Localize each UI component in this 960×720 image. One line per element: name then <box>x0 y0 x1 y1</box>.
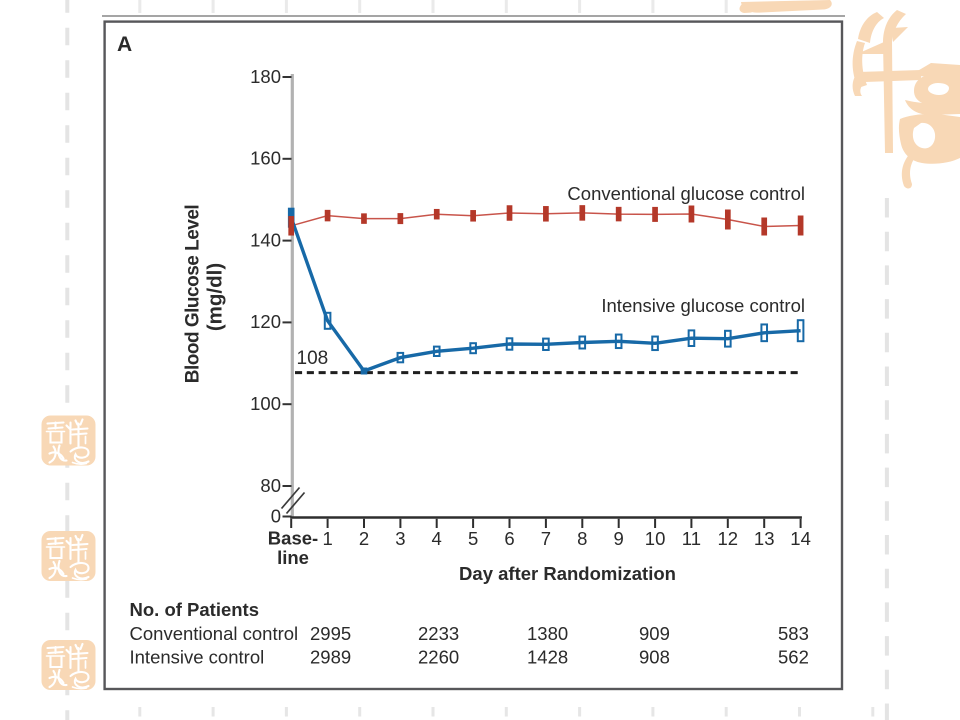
svg-text:(mg/dl): (mg/dl) <box>204 263 227 331</box>
svg-text:80: 80 <box>260 475 281 496</box>
svg-text:1428: 1428 <box>527 647 568 668</box>
svg-text:14: 14 <box>790 528 811 549</box>
svg-text:4: 4 <box>432 528 442 549</box>
svg-text:3: 3 <box>395 528 405 549</box>
svg-text:Conventional control: Conventional control <box>130 623 299 644</box>
svg-text:2233: 2233 <box>418 623 459 644</box>
svg-text:2989: 2989 <box>310 647 351 668</box>
svg-text:562: 562 <box>778 647 809 668</box>
svg-text:A: A <box>117 33 132 56</box>
svg-text:908: 908 <box>639 647 670 668</box>
svg-text:108: 108 <box>297 348 329 369</box>
svg-text:2260: 2260 <box>418 647 459 668</box>
svg-text:Day after Randomization: Day after Randomization <box>459 563 676 584</box>
svg-text:2995: 2995 <box>310 623 351 644</box>
svg-text:1: 1 <box>322 528 332 549</box>
svg-text:180: 180 <box>250 66 281 87</box>
svg-text:11: 11 <box>682 528 701 549</box>
svg-text:12: 12 <box>718 528 739 549</box>
svg-text:909: 909 <box>639 623 670 644</box>
svg-text:Intensive control: Intensive control <box>130 647 265 668</box>
svg-text:1380: 1380 <box>527 623 568 644</box>
svg-text:8: 8 <box>577 528 587 549</box>
svg-text:No. of Patients: No. of Patients <box>130 599 260 620</box>
svg-text:2: 2 <box>359 528 369 549</box>
svg-text:0: 0 <box>271 505 281 526</box>
svg-text:line: line <box>277 547 309 568</box>
svg-text:160: 160 <box>250 148 281 169</box>
svg-text:13: 13 <box>754 528 775 549</box>
svg-text:5: 5 <box>468 528 478 549</box>
svg-text:7: 7 <box>541 528 551 549</box>
svg-text:Base-: Base- <box>268 528 318 549</box>
svg-text:120: 120 <box>250 311 281 332</box>
svg-text:Blood Glucose Level: Blood Glucose Level <box>183 205 204 383</box>
svg-text:583: 583 <box>778 623 809 644</box>
svg-text:10: 10 <box>645 528 666 549</box>
svg-text:100: 100 <box>250 393 281 414</box>
svg-text:140: 140 <box>250 229 281 250</box>
svg-text:Conventional glucose control: Conventional glucose control <box>567 183 805 204</box>
svg-text:Intensive glucose control: Intensive glucose control <box>601 295 805 316</box>
svg-text:9: 9 <box>614 528 624 549</box>
svg-text:6: 6 <box>504 528 514 549</box>
